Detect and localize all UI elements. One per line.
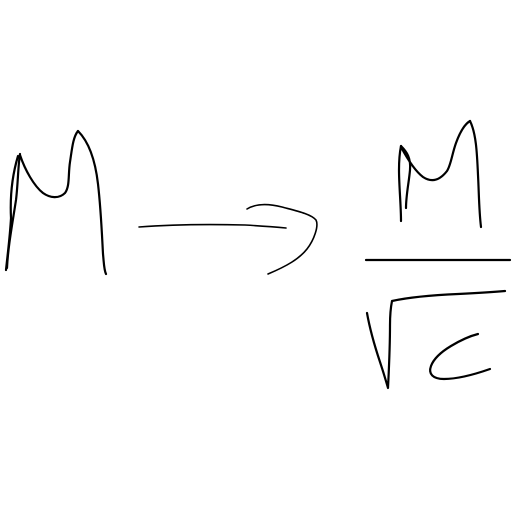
numerator-m-middle xyxy=(399,119,472,182)
arrow-shaft xyxy=(138,223,287,229)
transformation-arrow xyxy=(138,203,318,275)
numerator-m-left-inner xyxy=(399,144,412,210)
numerator-m-symbol xyxy=(397,119,483,229)
arrow-head xyxy=(246,203,318,275)
numerator-m-left-outer xyxy=(397,144,403,223)
denominator-c xyxy=(429,332,492,381)
left-m-stroke-middle xyxy=(18,129,80,199)
sqrt-symbol xyxy=(365,289,507,390)
left-m-stroke-inner-left xyxy=(5,152,22,270)
left-m-symbol xyxy=(4,129,108,276)
left-m-stroke-right xyxy=(76,129,108,276)
denominator-expression xyxy=(365,289,507,390)
numerator-m-right xyxy=(468,119,483,229)
